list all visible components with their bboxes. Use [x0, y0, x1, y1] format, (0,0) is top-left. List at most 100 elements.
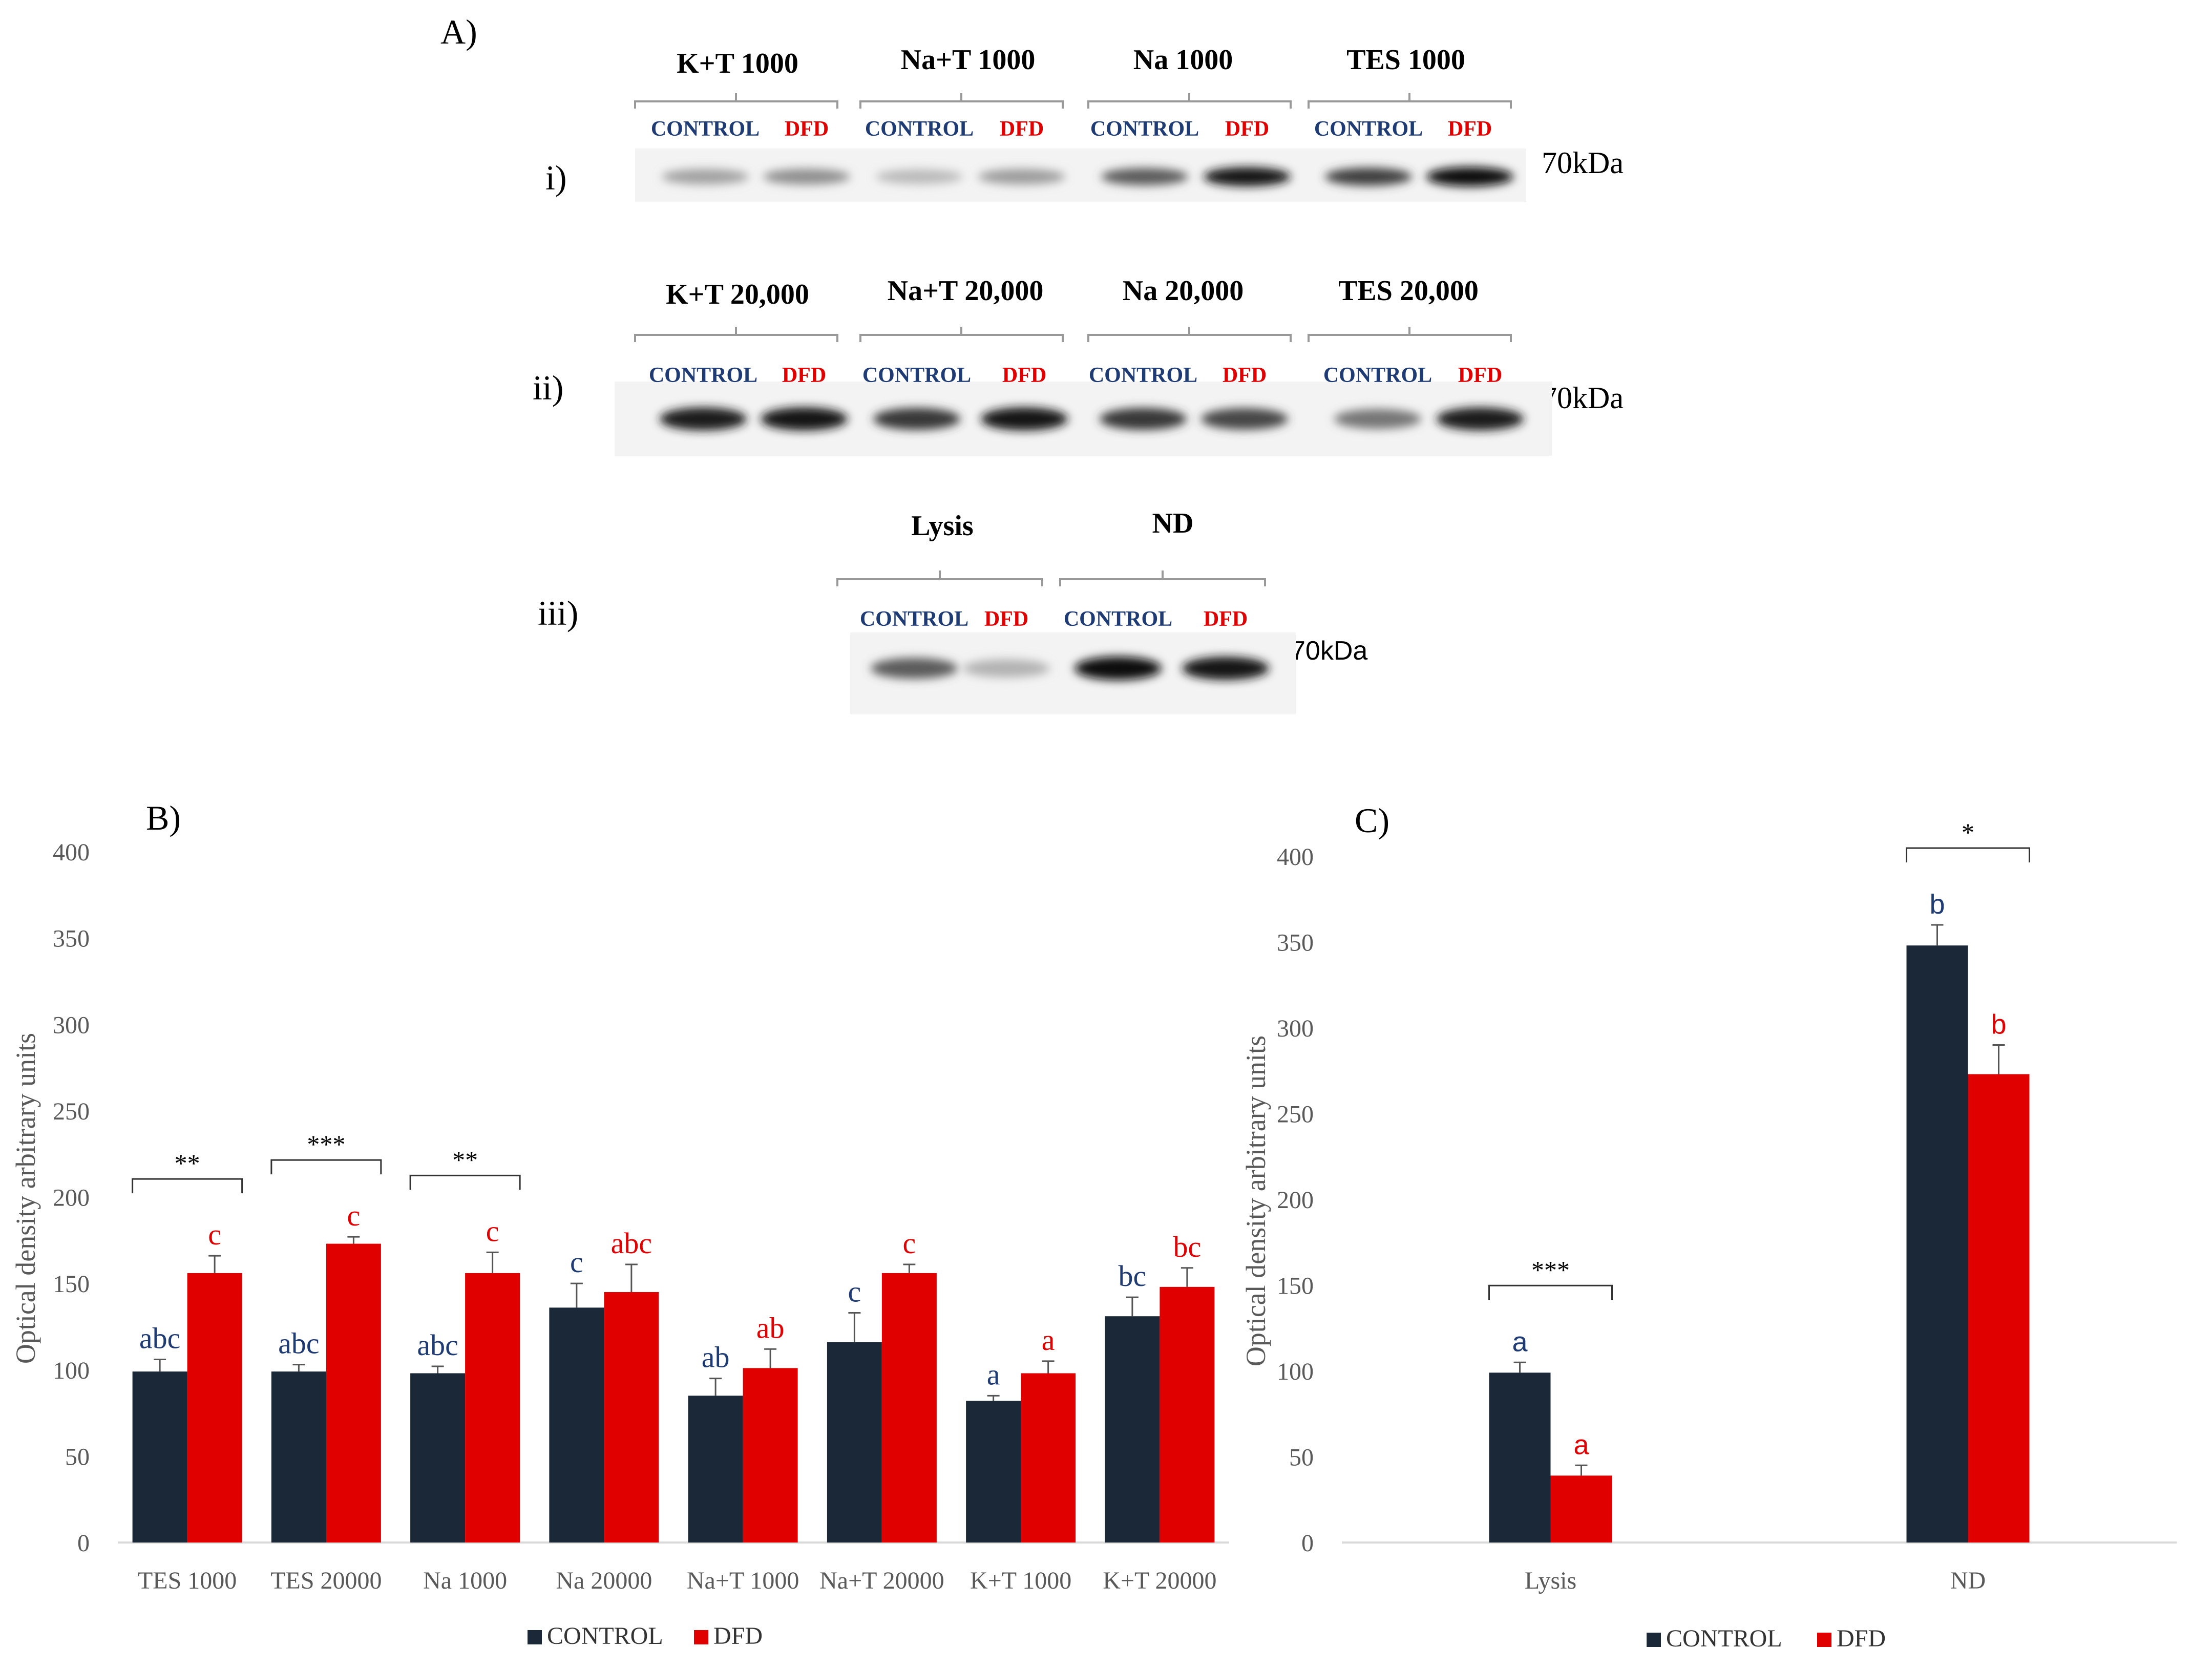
group-bracket — [1308, 327, 1512, 342]
significance-letter: abc — [417, 1328, 458, 1362]
panel-a: A) i) ii) iii) 70kDa 70kDa 70kDa K+T 100… — [440, 12, 1624, 714]
axes: 0 50 100 150 200 250 300 350 400 TES 1000 TES 2000… — [53, 839, 1229, 1594]
error-bar — [570, 1282, 583, 1308]
y-tick-label: 150 — [1277, 1273, 1314, 1300]
error-bar — [1181, 1267, 1193, 1287]
group-bracket — [634, 327, 838, 342]
group-bracket — [1059, 571, 1266, 586]
panel-a-label: A) — [440, 12, 477, 51]
y-tick-label: 100 — [1277, 1358, 1314, 1385]
y-tick-label: 250 — [53, 1098, 90, 1125]
bar-control — [827, 1342, 882, 1543]
lane-label-control: CONTROL — [1089, 364, 1197, 387]
significance-letter: b — [1929, 889, 1945, 920]
error-bar — [431, 1365, 444, 1374]
bands — [662, 167, 1513, 186]
x-tick-label: ND — [1950, 1567, 1986, 1594]
y-axis-label: Optical density arbitrary units — [10, 1033, 41, 1364]
lane-label-dfd: DFD — [1000, 117, 1044, 141]
band-dfd — [1426, 167, 1513, 186]
mw-label-row-i: 70kDa — [1542, 146, 1624, 180]
x-tick-label: TES 20000 — [270, 1567, 382, 1594]
group-bracket — [634, 93, 838, 109]
y-tick-label: 300 — [53, 1011, 90, 1039]
y-tick-label: 0 — [1301, 1530, 1314, 1557]
bars: a a *** b b * — [1488, 818, 2030, 1543]
legend: CONTROL DFD — [1647, 1625, 1886, 1652]
chart-panel-c: C) Optical density arbitrary units 0 50 10… — [1240, 801, 2177, 1652]
row-i-label: i) — [545, 158, 567, 197]
error-bar — [1575, 1464, 1588, 1476]
group-label: Na 20,000 — [1123, 275, 1244, 307]
significance-stars: ** — [175, 1149, 200, 1177]
y-tick-label: 350 — [1277, 929, 1314, 957]
panel-c-label: C) — [1355, 801, 1389, 840]
y-tick-label: 400 — [1277, 843, 1314, 871]
y-axis-label: Optical density arbitrary units — [1240, 1036, 1271, 1366]
bar-dfd — [187, 1273, 242, 1543]
error-bar — [709, 1378, 722, 1396]
group-label: TES 20,000 — [1338, 275, 1479, 307]
lane-label-control: CONTROL — [1064, 607, 1172, 631]
x-tick-label: Na+T 20000 — [819, 1567, 944, 1594]
significance-bracket — [132, 1178, 243, 1194]
significance-letter: a — [1042, 1323, 1055, 1357]
legend-swatch-control — [528, 1630, 542, 1644]
error-bar — [1042, 1360, 1055, 1374]
x-tick-label: Na 1000 — [423, 1567, 507, 1594]
band-control — [871, 658, 958, 679]
error-bar — [848, 1312, 861, 1342]
legend-swatch-dfd — [694, 1630, 708, 1644]
error-bar — [347, 1236, 360, 1244]
y-tick-label: 400 — [53, 839, 90, 866]
band-control — [1100, 408, 1187, 430]
group-label: Na 1000 — [1133, 44, 1233, 76]
legend-swatch-dfd — [1817, 1633, 1831, 1647]
legend: CONTROL DFD — [528, 1622, 763, 1650]
panel-b-label: B) — [146, 798, 181, 837]
band-control — [1334, 409, 1421, 429]
significance-letter: c — [570, 1245, 583, 1279]
bar-dfd — [1021, 1373, 1076, 1543]
band-control — [662, 168, 749, 185]
legend-label-control: CONTROL — [547, 1622, 663, 1650]
lane-label-control: CONTROL — [860, 607, 968, 631]
error-bar — [486, 1251, 499, 1273]
group-bracket — [859, 93, 1064, 109]
y-tick-label: 200 — [1277, 1187, 1314, 1214]
lane-label-control: CONTROL — [1314, 117, 1423, 141]
y-tick-label: 200 — [53, 1185, 90, 1212]
band-dfd — [978, 168, 1065, 185]
legend-label-dfd: DFD — [713, 1622, 763, 1650]
y-tick-label: 250 — [1277, 1101, 1314, 1128]
significance-letter: c — [208, 1218, 221, 1251]
y-tick-label: 350 — [53, 925, 90, 953]
significance-letter: abc — [278, 1327, 320, 1360]
error-bar — [625, 1263, 638, 1292]
bar-dfd — [1968, 1074, 2030, 1543]
blot-row-ii: K+T 20,000 Na+T 20,000 Na 20,000 TES 20,… — [615, 275, 1552, 456]
y-tick-label: 300 — [1277, 1015, 1314, 1042]
axes: 0 50 100 150 200 250 300 350 400 Lysis ND — [1277, 843, 2177, 1594]
band-dfd — [963, 659, 1050, 678]
band-control — [1325, 167, 1412, 186]
significance-letter: c — [486, 1214, 499, 1248]
lane-label-dfd: DFD — [1002, 364, 1046, 387]
lane-label-control: CONTROL — [862, 364, 971, 387]
band-dfd — [981, 407, 1068, 431]
lane-label-dfd: DFD — [1225, 117, 1269, 141]
bar-control — [271, 1371, 326, 1543]
error-bar — [292, 1364, 305, 1372]
error-bar — [987, 1395, 1000, 1401]
x-tick-label: K+T 20000 — [1103, 1567, 1216, 1594]
bar-control — [1906, 945, 1968, 1543]
y-tick-label: 150 — [53, 1271, 90, 1298]
error-bar — [903, 1263, 916, 1273]
band-control — [1075, 657, 1162, 680]
significance-letter: ab — [756, 1311, 785, 1344]
bar-dfd — [1160, 1286, 1215, 1543]
significance-letter: a — [1573, 1429, 1589, 1460]
y-tick-label: 0 — [77, 1530, 90, 1557]
bar-control — [1489, 1372, 1551, 1543]
